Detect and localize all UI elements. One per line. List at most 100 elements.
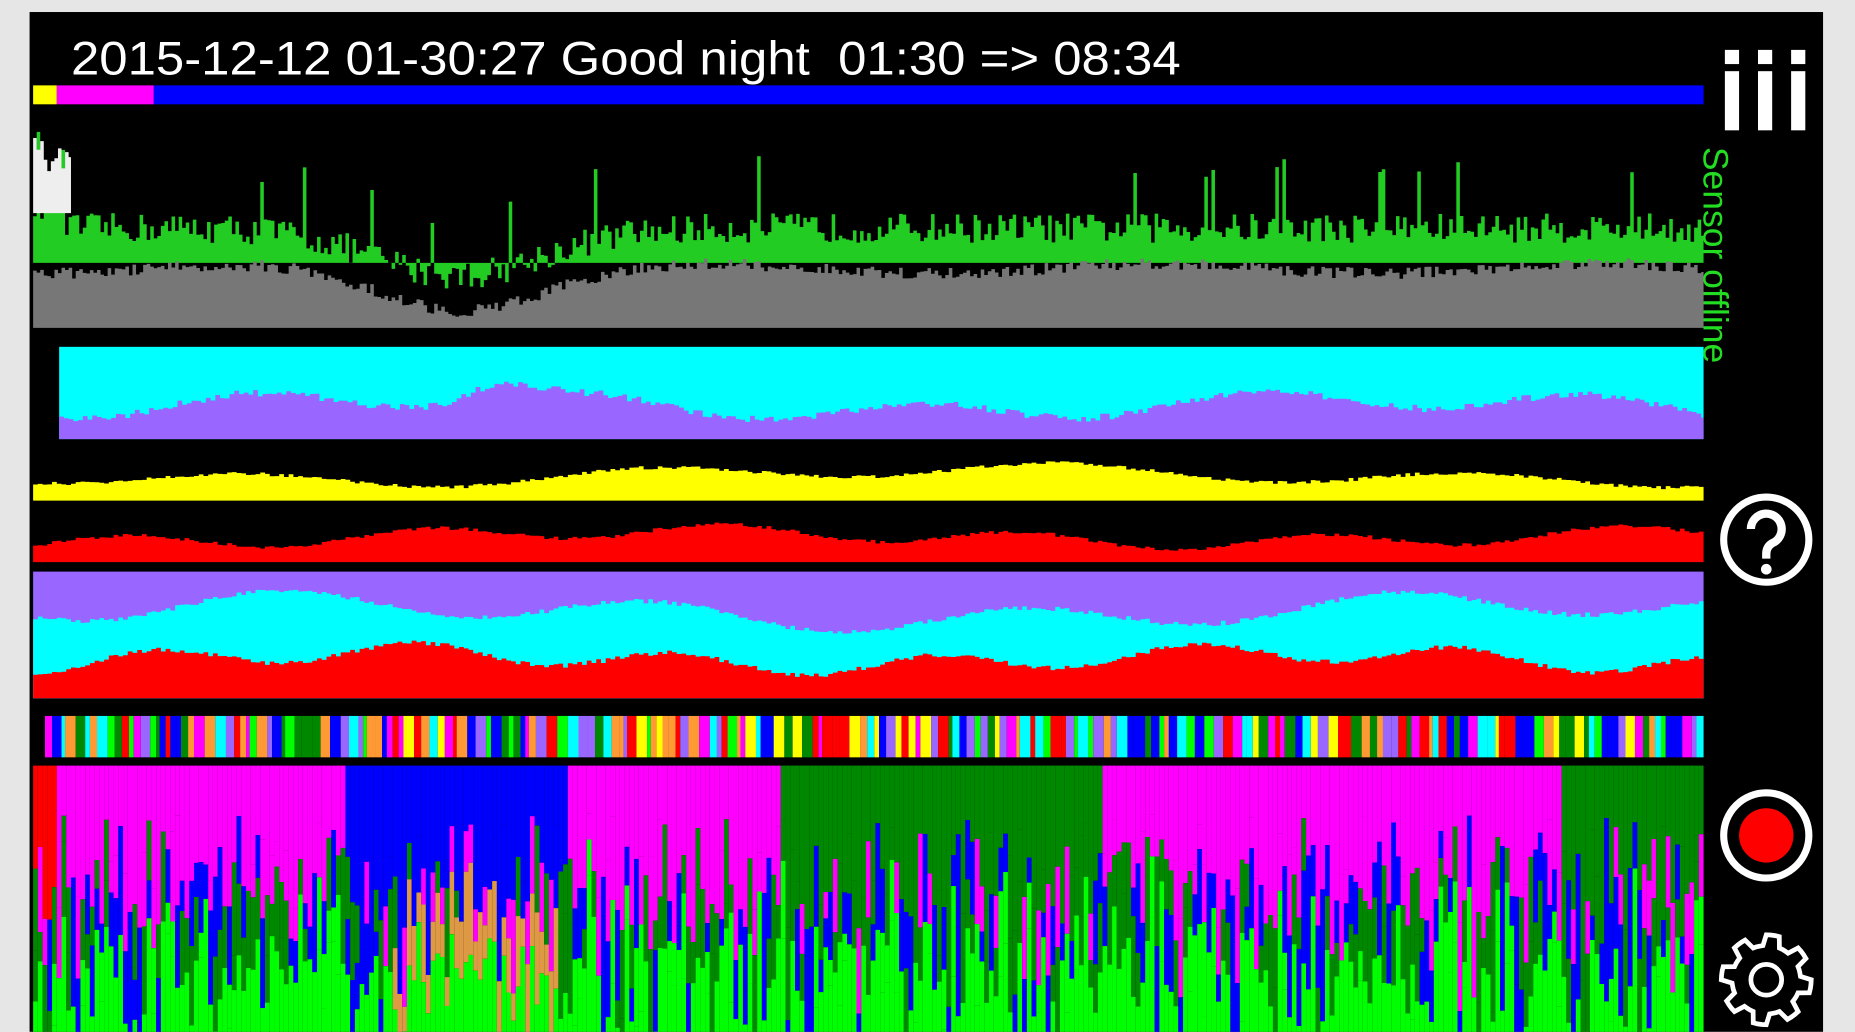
sleep-stage: [1372, 958, 1378, 1032]
sleep-stage: [236, 815, 242, 884]
sleep-stage: [1490, 1021, 1496, 1032]
sleep-stage: [832, 858, 838, 933]
sleep-stage: [411, 865, 417, 926]
phase-stripe: [1061, 715, 1066, 758]
sleep-stage: [435, 953, 441, 1032]
sleep-stage: [1343, 903, 1349, 943]
sleep-stage: [1429, 970, 1434, 1022]
sleep-stage: [1481, 967, 1486, 1032]
sleep-stage: [1679, 846, 1685, 937]
phase-stripe: [1391, 715, 1399, 758]
sleep-stage: [1149, 917, 1155, 1032]
sleep-stage: [1116, 883, 1122, 969]
sleep-stage: [1509, 950, 1515, 1032]
sleep-stage: [903, 765, 909, 912]
sleep-stage: [690, 765, 696, 919]
sleep-stage: [241, 765, 247, 887]
sleep-stage: [33, 950, 38, 1002]
sleep-stage: [1537, 880, 1543, 955]
sleep-stage: [1504, 765, 1510, 848]
sleep-stage: [1509, 896, 1515, 926]
sleep-stage: [1078, 835, 1084, 917]
sleep-stage: [511, 1020, 516, 1032]
phase-stripe: [755, 715, 761, 758]
sleep-stage: [1438, 831, 1444, 858]
sleep-stage: [236, 883, 242, 956]
sleep-stage: [231, 765, 237, 863]
sleep-stage: [1500, 846, 1505, 927]
phase-stripe: [340, 715, 349, 758]
sleep-stage: [842, 892, 848, 934]
sleep-stage: [108, 946, 114, 1032]
sleep-stage: [416, 836, 422, 893]
sleep-stage: [70, 877, 76, 957]
sleep-stage: [1419, 951, 1425, 1005]
sleep-stage: [884, 982, 890, 1032]
sleep-stage: [591, 843, 597, 872]
phase-stripe: [392, 715, 399, 758]
sleep-stage: [1438, 765, 1444, 832]
sleep-stage: [52, 963, 57, 1026]
sleep-stage: [1381, 926, 1387, 983]
sleep-stage: [534, 1004, 540, 1032]
sleep-stage: [1485, 765, 1491, 917]
sleep-stage: [283, 765, 289, 851]
sleep-stage: [307, 959, 313, 1032]
sleep-stage: [1523, 765, 1529, 885]
phase-stripe: [1275, 715, 1281, 758]
help-button[interactable]: [1720, 493, 1813, 586]
sleep-stage: [610, 900, 616, 984]
sleep-stage: [1239, 765, 1245, 860]
sleep-stage: [889, 860, 895, 921]
sleep-stage: [1580, 980, 1586, 1032]
sleep-stage: [1438, 857, 1444, 887]
sleep-stage: [1112, 819, 1117, 856]
sleep-stage: [1121, 948, 1127, 1032]
phase-stripe: [234, 715, 241, 758]
sleep-stage: [454, 765, 460, 891]
sleep-stage: [66, 765, 71, 888]
sleep-stage: [709, 765, 715, 904]
sleep-stage: [1542, 970, 1548, 1032]
phase-stripe: [680, 715, 689, 758]
sleep-stage: [227, 984, 232, 1029]
sleep-stage: [1201, 864, 1207, 923]
sleep-stage: [681, 893, 687, 979]
sleep-stage: [1623, 765, 1628, 930]
sleep-stage: [1102, 946, 1108, 1032]
sleep-stage: [629, 765, 635, 925]
sleep-stage: [1405, 765, 1411, 926]
sleep-stage: [1471, 997, 1477, 1032]
sleep-stage: [156, 924, 161, 979]
sleep-stage: [1656, 976, 1661, 1032]
sleep-stage: [293, 765, 299, 909]
phase-stripe: [1377, 715, 1383, 758]
phase-stripe: [52, 715, 62, 758]
gear-hub: [1748, 962, 1785, 998]
sleep-stage: [1192, 765, 1198, 865]
menu-button[interactable]: [1724, 49, 1806, 131]
record-button[interactable]: [1720, 789, 1813, 882]
sleep-stage: [1211, 765, 1217, 874]
sleep-stage: [1675, 765, 1680, 845]
sleep-stage: [539, 973, 545, 1032]
settings-button[interactable]: [1718, 932, 1814, 1028]
sleep-stage: [1684, 1003, 1690, 1032]
phase-stripe: [1093, 715, 1104, 758]
sleep-stage: [198, 957, 204, 1032]
sleep-stage: [662, 765, 668, 825]
sleep-stage: [33, 765, 38, 869]
sleep-stage: [113, 977, 119, 1032]
sleep-stage: [856, 765, 862, 929]
sleep-stage: [194, 765, 199, 863]
sleep-stage: [1466, 765, 1472, 816]
sleep-stage: [421, 982, 426, 1032]
sleep-stage: [1258, 982, 1264, 1032]
sleep-stage: [596, 897, 601, 976]
sleep-stage: [813, 1007, 819, 1032]
sleep-stage: [1547, 819, 1553, 906]
sleep-stage: [572, 1025, 578, 1032]
sleep-stage: [179, 911, 185, 985]
sleep-stage: [1429, 910, 1434, 971]
sleep-stage: [331, 941, 336, 1032]
